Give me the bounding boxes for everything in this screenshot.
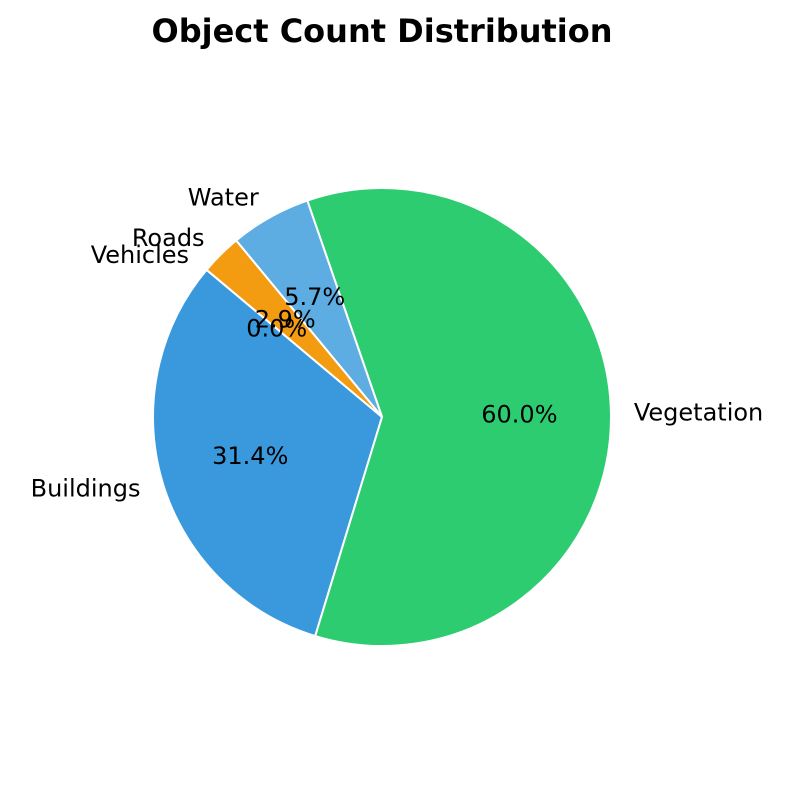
slice-label-buildings: Buildings (31, 475, 141, 503)
slice-value-label-roads: 2.9% (255, 305, 316, 333)
pie-slices (152, 187, 612, 647)
slice-value-label-vegetation: 60.0% (481, 401, 557, 429)
slice-value-label-water: 5.7% (284, 283, 345, 311)
slice-value-label-vehicles: 0.0% (246, 315, 307, 343)
chart-title: Object Count Distribution (152, 12, 613, 50)
pie-labels: Buildings 31.4% Vegetation 60.0% Water 5.7% Ro… (31, 183, 764, 502)
slice-label-vegetation: Vegetation (634, 398, 763, 426)
pie-slice-vegetation (306, 187, 612, 647)
slice-label-roads: Roads (132, 224, 205, 252)
pie-slice-buildings (152, 268, 383, 638)
slice-label-water: Water (188, 183, 259, 211)
pie-slice-roads (205, 239, 383, 418)
slice-label-vehicles: Vehicles (91, 241, 189, 269)
slice-value-label-buildings: 31.4% (212, 442, 288, 470)
